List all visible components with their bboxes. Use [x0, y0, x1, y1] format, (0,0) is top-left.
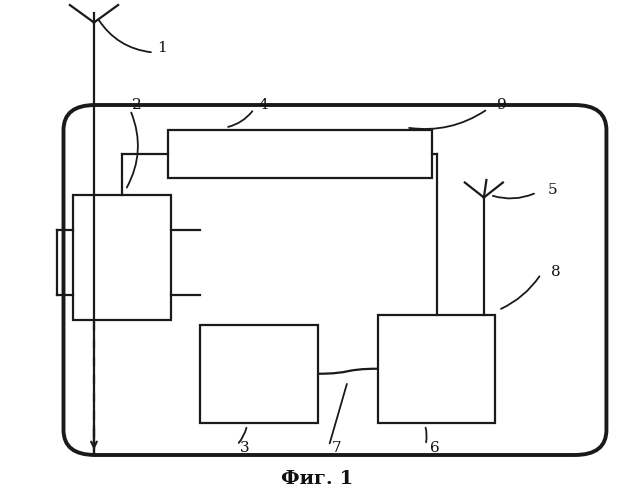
Text: 5: 5	[547, 183, 558, 197]
Text: 6: 6	[430, 440, 440, 454]
Text: 9: 9	[497, 98, 507, 112]
Text: 7: 7	[331, 440, 342, 454]
Bar	[378, 315, 495, 422]
Text: 8: 8	[551, 266, 561, 280]
Bar	[73, 195, 171, 320]
Text: 4: 4	[258, 98, 269, 112]
Bar	[200, 325, 318, 422]
Text: 2: 2	[131, 98, 142, 112]
Bar	[168, 130, 432, 178]
Text: Фиг. 1: Фиг. 1	[281, 470, 354, 488]
Text: 3: 3	[239, 440, 250, 454]
FancyBboxPatch shape	[64, 105, 606, 455]
Text: 1: 1	[157, 40, 167, 54]
